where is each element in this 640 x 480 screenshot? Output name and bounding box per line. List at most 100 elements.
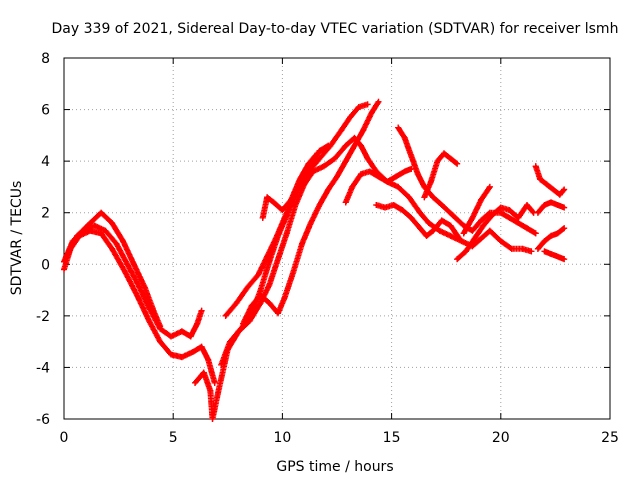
data-point — [441, 150, 448, 157]
y-tick-label: 4 — [41, 154, 50, 170]
x-tick-label: 5 — [169, 430, 178, 446]
data-point — [109, 245, 116, 252]
data-point — [237, 325, 244, 332]
data-point — [279, 207, 286, 214]
data-point — [449, 212, 456, 219]
series-11 — [395, 124, 539, 237]
data-point — [187, 333, 194, 340]
series-16 — [534, 199, 568, 216]
series-1 — [61, 227, 218, 386]
data-point — [157, 323, 164, 330]
data-point — [338, 127, 345, 134]
data-point — [349, 183, 356, 190]
data-point — [146, 318, 153, 325]
x-tick-label: 20 — [492, 430, 510, 446]
data-point — [460, 230, 467, 237]
y-tick-label: 0 — [41, 257, 50, 273]
data-point — [515, 214, 522, 221]
x-axis: 0 5 10 15 20 25 — [60, 58, 619, 446]
data-point — [240, 320, 247, 327]
data-point — [264, 194, 271, 201]
data-point — [87, 220, 94, 227]
data-point — [168, 351, 175, 358]
series-14 — [460, 183, 493, 237]
data-point — [331, 155, 338, 162]
series-15 — [532, 163, 568, 198]
data-point — [113, 240, 120, 247]
data-point — [255, 271, 262, 278]
data-point — [408, 152, 415, 159]
data-point — [200, 369, 207, 376]
plus-markers — [541, 248, 568, 263]
series-8 — [259, 150, 321, 221]
series-3 — [63, 209, 164, 330]
series-13 — [454, 201, 537, 263]
y-axis-label: SDTVAR / TECUs — [9, 181, 25, 296]
y-tick-label: -6 — [36, 412, 50, 428]
data-point — [454, 160, 461, 167]
data-point — [358, 142, 365, 149]
chart-title: Day 339 of 2021, Sidereal Day-to-day VTE… — [52, 21, 619, 37]
data-point — [548, 232, 555, 239]
data-point — [414, 171, 421, 178]
data-point — [74, 232, 81, 239]
data-point — [478, 196, 485, 203]
data-point — [395, 124, 402, 131]
data-point — [320, 163, 327, 170]
data-point — [401, 134, 408, 141]
data-point — [325, 142, 332, 149]
data-point — [534, 209, 541, 216]
data-point — [434, 158, 441, 165]
data-point — [124, 261, 131, 268]
y-tick-label: 2 — [41, 206, 50, 222]
data-point — [233, 299, 240, 306]
data-point — [334, 173, 340, 180]
data-point — [194, 320, 201, 327]
data-point — [447, 222, 454, 229]
data-point — [264, 253, 271, 260]
data-point — [554, 201, 561, 208]
data-point — [486, 227, 493, 234]
y-tick-label: -2 — [36, 309, 50, 325]
data-point — [454, 256, 461, 263]
y-axis: -6 -4 -2 0 2 4 6 8 — [36, 51, 610, 428]
data-point — [281, 214, 288, 221]
data-point — [272, 235, 279, 242]
series-7 — [240, 98, 382, 327]
data-point — [109, 220, 116, 227]
x-tick-label: 10 — [273, 430, 291, 446]
data-point — [135, 281, 142, 288]
data-point — [168, 333, 175, 340]
data-point — [408, 214, 415, 221]
data-point — [211, 379, 218, 386]
data-point — [541, 201, 548, 208]
data-point — [98, 209, 105, 216]
data-point — [469, 227, 476, 234]
data-point — [519, 245, 526, 252]
data-point — [259, 214, 266, 221]
data-point — [364, 101, 371, 108]
data-point — [209, 416, 216, 422]
data-point — [305, 160, 312, 167]
data-point — [462, 248, 469, 255]
data-point — [266, 281, 273, 288]
data-point — [537, 176, 544, 183]
data-point — [288, 196, 295, 203]
y-tick-label: -4 — [36, 360, 50, 376]
plus-markers — [532, 163, 568, 198]
data-point — [447, 232, 454, 239]
data-point — [216, 385, 223, 392]
data-point — [471, 235, 478, 242]
data-point — [198, 343, 205, 350]
data-point — [135, 294, 142, 301]
data-point — [141, 284, 148, 291]
data-point — [416, 209, 423, 216]
data-point — [257, 292, 264, 299]
data-point — [342, 142, 349, 149]
data-point — [561, 186, 568, 193]
data-point — [226, 338, 233, 345]
data-point — [178, 354, 185, 361]
data-point — [342, 199, 349, 206]
data-point — [524, 201, 531, 208]
